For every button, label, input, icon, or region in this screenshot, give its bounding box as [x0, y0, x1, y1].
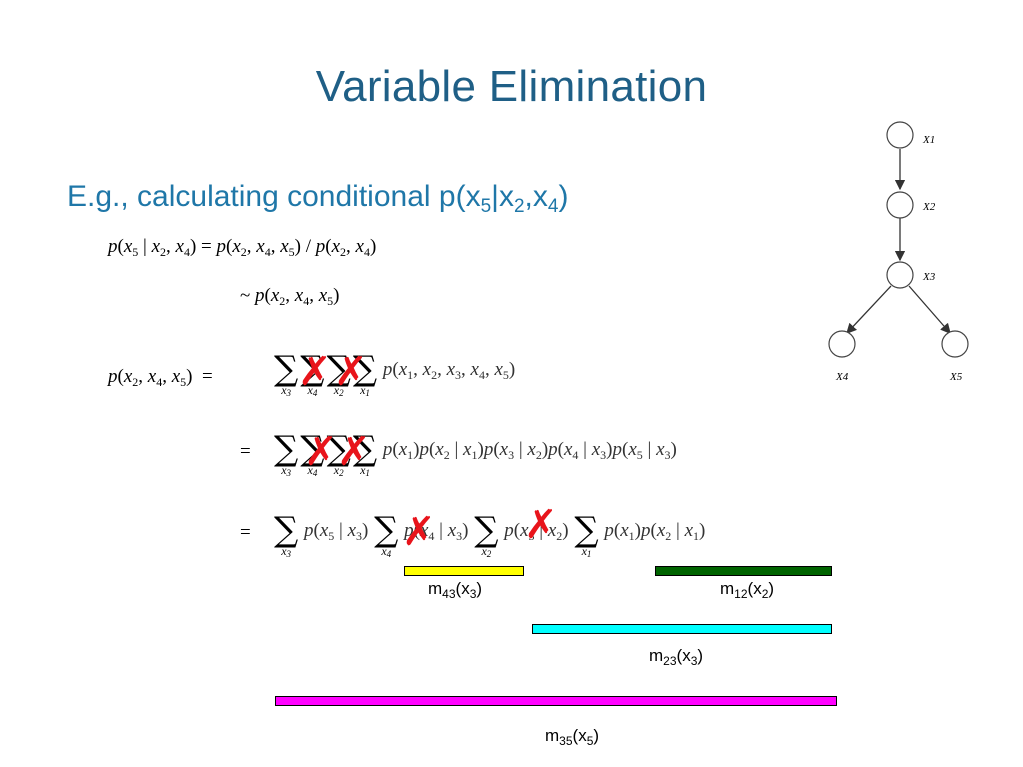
message-label-m23: m23(x3): [649, 646, 704, 668]
slide-subtitle: E.g., calculating conditional p(x5|x2,x4…: [67, 180, 569, 217]
cross-mark-x4-row2: ✗: [304, 429, 338, 475]
equation-conditional: p(x5 | x2, x4) = p(x2, x4, x5) / p(x2, x…: [108, 236, 377, 259]
message-bar-m35: [275, 696, 837, 706]
message-label-m35: m35(x5): [545, 726, 600, 748]
message-bar-m23: [532, 624, 832, 634]
cross-mark-x2-row2: ✗: [337, 429, 371, 475]
cross-mark-x2-row1: ✗: [334, 349, 368, 395]
equation-pushed: ∑ x3 p(x5 | x3) ∑ x4 p(x4 | x3) ∑ x2 p(x3 |…: [274, 510, 706, 559]
edge-x3-x5: [908, 285, 951, 334]
node-label-x5: X5: [949, 371, 963, 383]
equation-factorized: ∑ x3 ∑ x4 ∑ x2 ∑ x1 p(x1)p(x2 | x1)p(x3 | x2)p(…: [274, 429, 677, 478]
node-label-x1: X1: [922, 134, 935, 146]
message-bar-m12: [655, 566, 832, 576]
message-bar-m43: [404, 566, 524, 576]
message-label-m43: m43(x3): [428, 579, 483, 601]
graphical-model: X1 X2 X3 X4 X5: [828, 121, 969, 383]
slide-title: Variable Elimination: [315, 62, 708, 111]
node-label-x4: X4: [835, 371, 849, 383]
node-label-x2: X2: [922, 201, 936, 213]
message-label-m12: m12(x2): [720, 579, 775, 601]
node-x3: [886, 261, 914, 289]
node-x4: [828, 330, 856, 358]
node-x2: [886, 191, 914, 219]
node-label-x3: X3: [922, 271, 936, 283]
edge-x3-x4: [846, 285, 892, 334]
cross-mark-x2-row3: ✗: [524, 502, 558, 548]
equation-pushed-eq: =: [240, 522, 251, 543]
node-x1: [886, 121, 914, 149]
cross-mark-x4-row1: ✗: [298, 349, 332, 395]
equation-marginal-lhs: p(x2, x4, x5) =: [108, 366, 213, 389]
node-x5: [941, 330, 969, 358]
equation-marginal-rhs: ∑ x3 ∑ x4 ∑ x2 ∑ x1 p(x1, x2, x3, x4, x5): [274, 349, 516, 398]
equation-proportional: ~ p(x2, x4, x5): [240, 285, 340, 308]
cross-mark-x4-row3: ✗: [402, 509, 436, 555]
equation-factorized-eq: =: [240, 441, 251, 462]
